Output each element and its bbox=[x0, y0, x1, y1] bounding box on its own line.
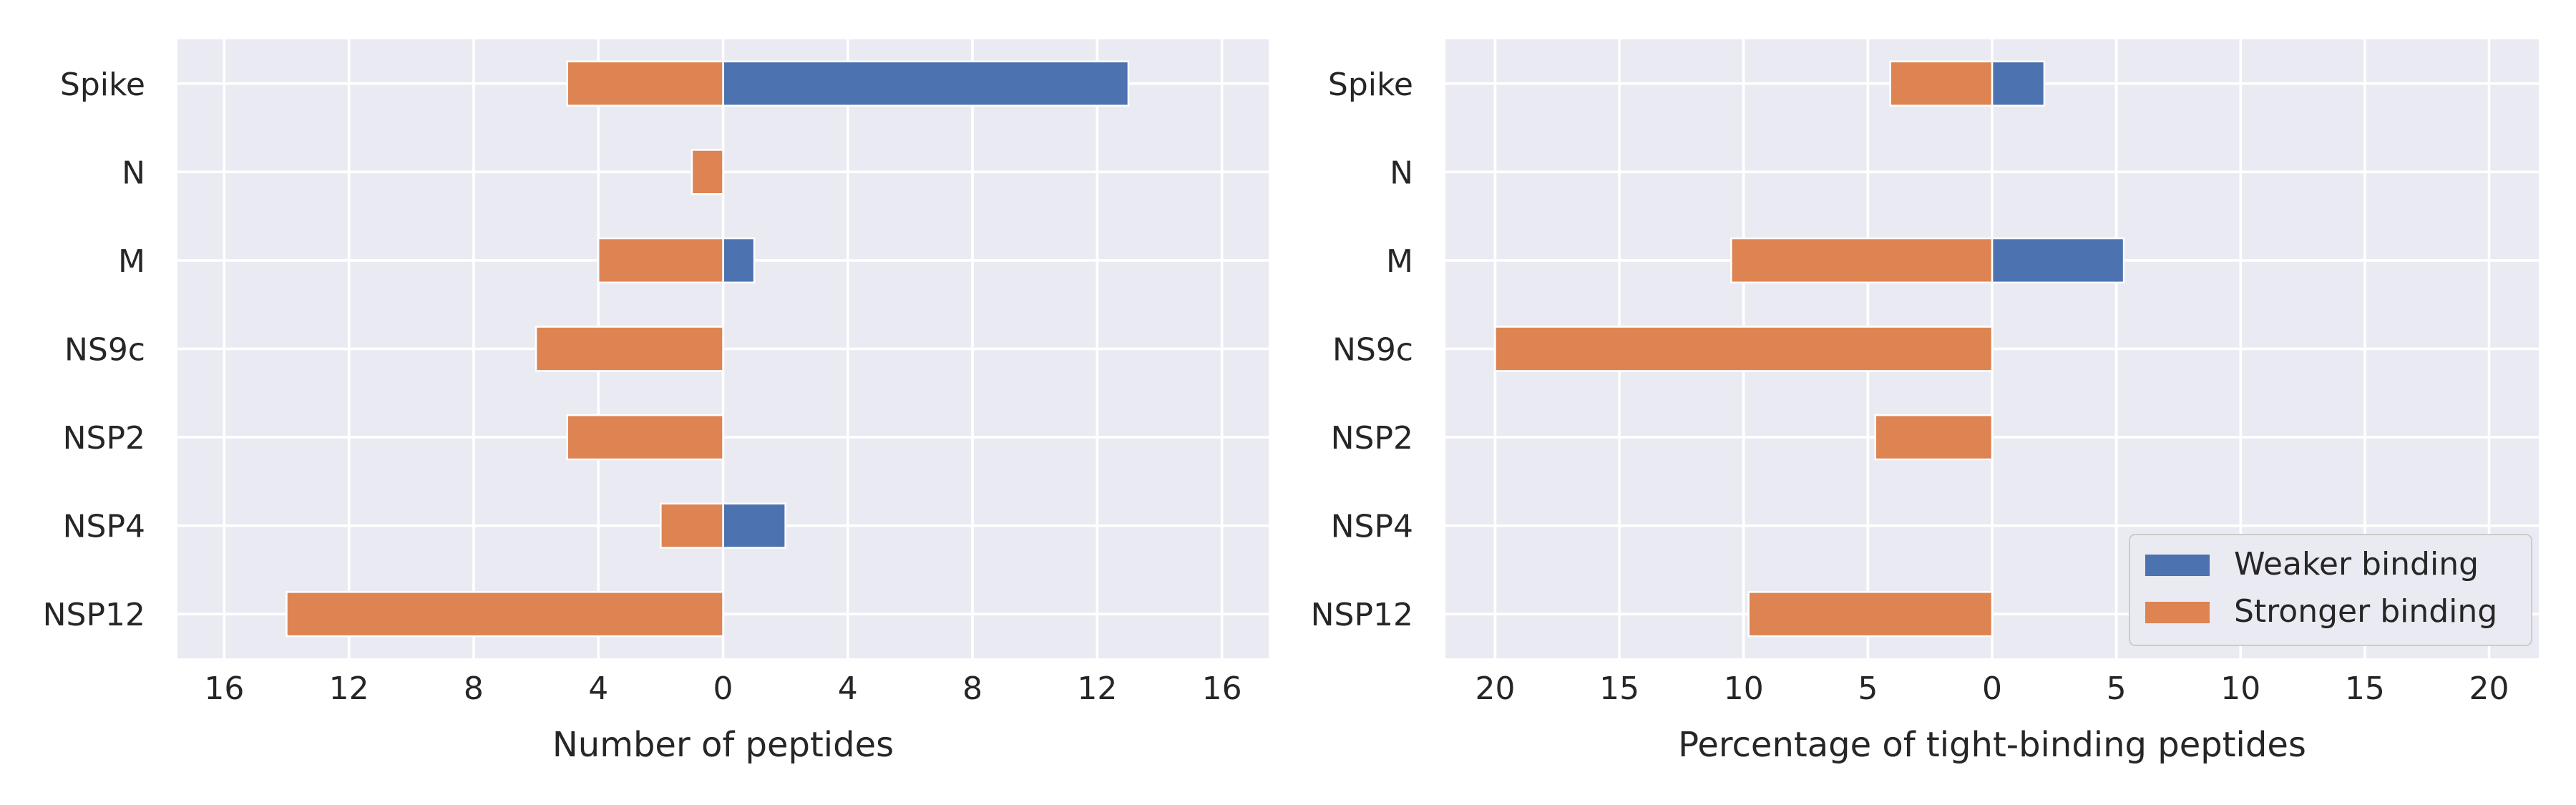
x-axis-label: Percentage of tight-binding peptides bbox=[1678, 725, 2306, 765]
x-tick-label: 0 bbox=[713, 670, 733, 707]
category-label: Spike bbox=[60, 67, 145, 103]
x-tick-label: 10 bbox=[2220, 670, 2260, 707]
x-axis-label: Number of peptides bbox=[552, 725, 894, 765]
x-tick-label: 12 bbox=[329, 670, 369, 707]
category-label: NS9c bbox=[1332, 332, 1413, 369]
category-label: NS9c bbox=[64, 332, 145, 369]
legend-box bbox=[2129, 534, 2532, 646]
bar-stronger-nsp2 bbox=[566, 414, 724, 461]
legend-label: Weaker binding bbox=[2234, 546, 2479, 582]
category-label: NSP12 bbox=[43, 597, 145, 633]
x-tick-label: 20 bbox=[2469, 670, 2509, 707]
x-tick-label: 16 bbox=[1202, 670, 1242, 707]
x-tick-label: 20 bbox=[1475, 670, 1515, 707]
category-label: NSP4 bbox=[1331, 509, 1413, 545]
category-label: Spike bbox=[1328, 67, 1413, 103]
x-tick-label: 5 bbox=[2107, 670, 2127, 707]
bar-stronger-m bbox=[1730, 237, 1994, 284]
x-tick-label: 15 bbox=[2345, 670, 2385, 707]
bar-stronger-n bbox=[691, 149, 724, 195]
x-tick-label: 4 bbox=[588, 670, 608, 707]
legend-swatch bbox=[2145, 602, 2210, 623]
category-label: NSP2 bbox=[63, 420, 145, 457]
category-label: NSP2 bbox=[1331, 420, 1413, 457]
bar-stronger-m bbox=[597, 237, 724, 284]
bar-stronger-nsp4 bbox=[660, 502, 724, 549]
x-tick-label: 16 bbox=[204, 670, 244, 707]
legend: Weaker binding Stronger binding bbox=[2129, 534, 2532, 646]
bar-stronger-nsp2 bbox=[1874, 414, 1994, 461]
legend-label: Stronger binding bbox=[2234, 593, 2497, 630]
category-label: N bbox=[1390, 155, 1413, 191]
bar-stronger-spike bbox=[566, 60, 724, 107]
x-tick-label: 15 bbox=[1599, 670, 1639, 707]
x-tick-label: 5 bbox=[1858, 670, 1878, 707]
bar-weaker-spike bbox=[722, 60, 1130, 107]
bar-stronger-spike bbox=[1889, 60, 1994, 107]
bar-stronger-ns9c bbox=[535, 326, 724, 372]
category-label: NSP12 bbox=[1311, 597, 1413, 633]
x-tick-label: 8 bbox=[962, 670, 982, 707]
bar-weaker-spike bbox=[1991, 60, 2046, 107]
chart-number-of-peptides: 16 12 8 4 0 4 8 12 16 Spike N M NS9c NSP2 NSP4 NSP12 Num… bbox=[43, 39, 1269, 765]
bar-stronger-nsp12 bbox=[286, 591, 724, 638]
category-label: NSP4 bbox=[63, 509, 145, 545]
bar-weaker-m bbox=[722, 237, 756, 284]
x-tick-label: 0 bbox=[1982, 670, 2002, 707]
bar-stronger-nsp12 bbox=[1747, 591, 1994, 638]
bar-weaker-nsp4 bbox=[722, 502, 786, 549]
chart-percentage-tight-binding: 20 15 10 5 0 5 10 15 20 Spike N M NS9c NSP2 NSP4 NSP12 P… bbox=[1311, 39, 2539, 765]
bar-stronger-ns9c bbox=[1494, 326, 1994, 372]
category-label: M bbox=[118, 243, 145, 280]
legend-swatch bbox=[2145, 555, 2210, 576]
x-tick-label: 8 bbox=[464, 670, 484, 707]
category-label: M bbox=[1386, 243, 1413, 280]
bar-weaker-m bbox=[1991, 237, 2125, 284]
x-tick-label: 4 bbox=[838, 670, 858, 707]
x-tick-label: 12 bbox=[1077, 670, 1117, 707]
x-tick-label: 10 bbox=[1724, 670, 1764, 707]
category-label: N bbox=[122, 155, 145, 191]
